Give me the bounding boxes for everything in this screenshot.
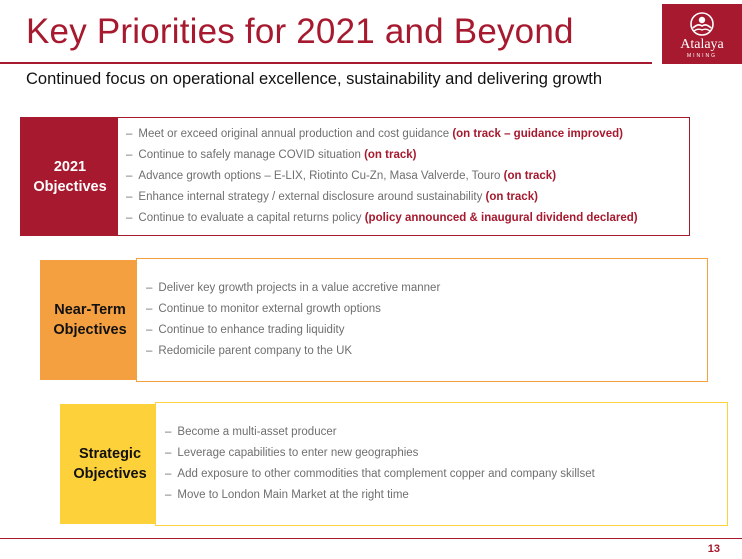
bullet-dash: –	[165, 468, 172, 480]
bullet-dash: –	[165, 447, 172, 459]
slide-subtitle: Continued focus on operational excellenc…	[26, 70, 603, 88]
list-item: – Continue to enhance trading liquidity	[146, 320, 699, 341]
list-item: – Continue to evaluate a capital returns …	[126, 208, 681, 229]
status-text: (on track)	[485, 191, 538, 203]
bullet-dash: –	[165, 489, 172, 501]
bullet-dash: –	[126, 149, 133, 161]
item-text: Deliver key growth projects in a value a…	[158, 282, 441, 294]
bullet-dash: –	[165, 426, 172, 438]
status-text: (on track – guidance improved)	[452, 128, 623, 140]
item-text: Enhance internal strategy / external dis…	[138, 191, 483, 203]
section-content-2021-objectives: – Meet or exceed original annual producti…	[117, 117, 690, 236]
list-item: – Become a multi-asset producer	[165, 422, 719, 443]
item-text: Redomicile parent company to the UK	[158, 345, 353, 357]
item-text: Move to London Main Market at the right …	[177, 489, 409, 501]
section-label-line: Objectives	[33, 178, 107, 195]
list-item: – Move to London Main Market at the right…	[165, 485, 719, 506]
bullet-dash: –	[126, 128, 133, 140]
mountain-sun-icon	[690, 12, 714, 36]
item-text: Meet or exceed original annual productio…	[138, 128, 450, 140]
list-item: – Continue to monitor external growth opt…	[146, 299, 699, 320]
logo-wordmark: Atalaya	[680, 37, 724, 52]
section-content-strategic-objectives: – Become a multi-asset producer – Leverage…	[155, 402, 728, 526]
item-text: Advance growth options – E-LIX, Riotinto…	[138, 170, 501, 182]
section-label-near-term-objectives: Near-Term Objectives	[40, 260, 140, 380]
item-text: Continue to evaluate a capital returns p…	[138, 212, 362, 224]
item-text: Add exposure to other commodities that c…	[177, 468, 595, 480]
status-text: (on track)	[503, 170, 557, 182]
title-divider	[0, 62, 652, 64]
bullet-dash: –	[146, 282, 153, 294]
objectives-list: – Become a multi-asset producer – Leverage…	[165, 422, 719, 506]
item-text: Leverage capabilities to enter new geogr…	[177, 447, 419, 459]
list-item: – Meet or exceed original annual producti…	[126, 124, 681, 145]
objectives-list: – Meet or exceed original annual producti…	[126, 124, 681, 229]
page-number: 13	[707, 543, 720, 555]
company-logo: Atalaya MINING	[662, 4, 742, 64]
section-content-near-term-objectives: – Deliver key growth projects in a value …	[136, 258, 708, 382]
list-item: – Continue to safely manage COVID situati…	[126, 145, 681, 166]
list-item: – Add exposure to other commodities that …	[165, 464, 719, 485]
bullet-dash: –	[146, 324, 153, 336]
section-label-line: Objectives	[53, 322, 127, 338]
logo-tagline: MINING	[686, 53, 718, 59]
list-item: – Redomicile parent company to the UK	[146, 341, 699, 362]
bullet-dash: –	[126, 170, 133, 182]
section-label-2021-objectives: 2021 Objectives	[20, 117, 120, 236]
bullet-dash: –	[146, 303, 153, 315]
bullet-dash: –	[126, 191, 133, 203]
list-item: – Advance growth options – E-LIX, Riotint…	[126, 166, 681, 187]
status-text: (on track)	[364, 149, 417, 161]
list-item: – Deliver key growth projects in a value …	[146, 278, 699, 299]
item-text: Continue to safely manage COVID situatio…	[138, 149, 361, 161]
section-label-line: Objectives	[73, 466, 147, 482]
section-label-line: 2021	[53, 158, 87, 175]
list-item: – Leverage capabilities to enter new geog…	[165, 443, 719, 464]
section-label-line: Near-Term	[54, 302, 126, 318]
bullet-dash: –	[146, 345, 153, 357]
list-item: – Enhance internal strategy / external di…	[126, 187, 681, 208]
item-text: Become a multi-asset producer	[177, 426, 337, 438]
slide-title: Key Priorities for 2021 and Beyond	[26, 12, 574, 51]
item-text: Continue to enhance trading liquidity	[158, 324, 345, 336]
footer-divider	[0, 538, 742, 539]
section-label-strategic-objectives: Strategic Objectives	[60, 404, 160, 524]
objectives-list: – Deliver key growth projects in a value …	[146, 278, 699, 362]
section-label-line: Strategic	[78, 446, 142, 462]
item-text: Continue to monitor external growth opti…	[158, 303, 381, 315]
bullet-dash: –	[126, 212, 133, 224]
status-text: (policy announced & inaugural dividend d…	[364, 212, 638, 224]
